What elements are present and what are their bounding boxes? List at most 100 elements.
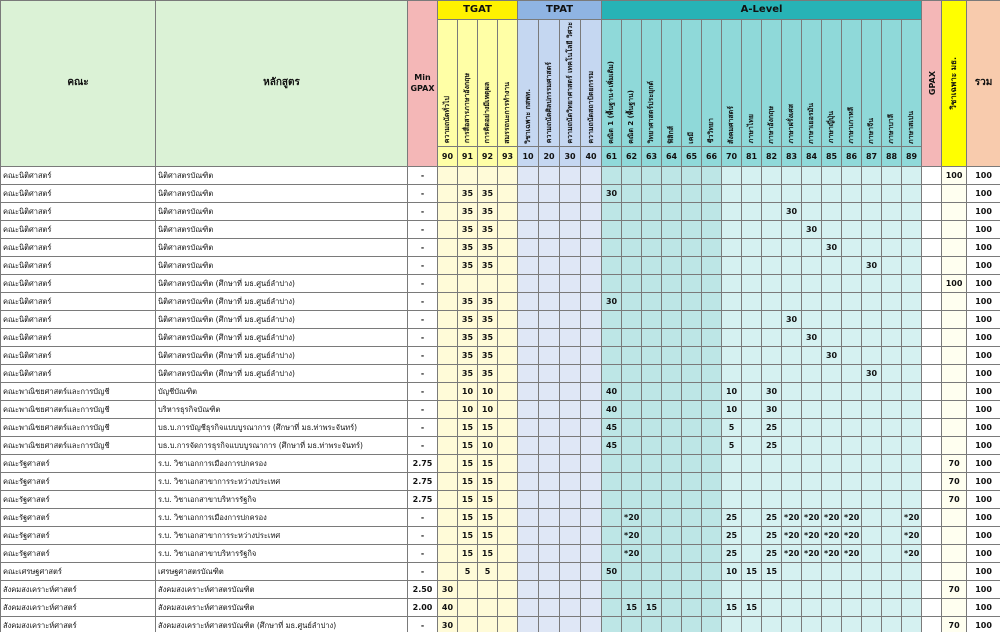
score-cell <box>661 273 683 293</box>
special-cell <box>941 219 968 239</box>
special-label: วิชาเฉพาะ มธ. <box>949 56 959 110</box>
score-cell: 15 <box>457 417 478 437</box>
score-cell <box>601 525 623 545</box>
score-cell <box>901 183 923 203</box>
total-cell: 100 <box>966 453 1000 473</box>
score-cell <box>781 183 803 203</box>
score-cell: 15 <box>457 543 478 563</box>
gpax-cell <box>921 201 943 221</box>
program-cell: ร.บ. วิชาเอกสาขาการระหว่างประเทศ <box>155 471 408 491</box>
score-cell: 35 <box>477 345 498 365</box>
score-cell <box>741 417 763 437</box>
subject-header: คณิต 1 (พื้นฐาน+เพิ่มเติม) <box>601 19 623 147</box>
min-gpax-cell: 2.75 <box>407 471 438 491</box>
program-cell: บริหารธุรกิจบัณฑิต <box>155 399 408 419</box>
score-cell <box>861 237 883 257</box>
score-cell <box>580 561 603 581</box>
score-cell: 15 <box>477 525 498 545</box>
score-cell <box>661 525 683 545</box>
score-cell <box>761 183 783 203</box>
subject-header: ฟิสิกส์ <box>661 19 683 147</box>
total-cell: 100 <box>966 417 1000 437</box>
gpax-cell <box>921 327 943 347</box>
score-cell: 30 <box>437 579 458 599</box>
score-cell <box>701 291 723 311</box>
score-cell <box>517 543 540 563</box>
score-cell <box>681 615 703 632</box>
score-cell <box>538 525 561 545</box>
score-cell <box>559 597 582 617</box>
score-cell <box>701 579 723 599</box>
score-cell <box>821 255 843 275</box>
score-cell <box>901 435 923 455</box>
min-gpax-cell: - <box>407 363 438 383</box>
score-cell <box>580 165 603 185</box>
score-cell <box>841 381 863 401</box>
score-cell <box>517 309 540 329</box>
score-cell <box>741 291 763 311</box>
score-cell <box>477 579 498 599</box>
score-cell <box>661 543 683 563</box>
score-cell <box>621 561 643 581</box>
score-cell <box>881 417 903 437</box>
score-cell <box>701 561 723 581</box>
subject-name: ความถนัดศิลปกรรมศาสตร์ <box>544 62 553 144</box>
score-cell <box>601 579 623 599</box>
score-cell <box>841 453 863 473</box>
score-cell <box>801 291 823 311</box>
min-gpax-cell: 2.00 <box>407 597 438 617</box>
score-cell <box>621 579 643 599</box>
faculty-cell: คณะนิติศาสตร์ <box>0 345 156 365</box>
score-cell <box>881 399 903 419</box>
score-cell <box>821 399 843 419</box>
score-cell <box>721 309 743 329</box>
total-cell: 100 <box>966 507 1000 527</box>
score-cell <box>841 273 863 293</box>
score-cell <box>517 327 540 347</box>
score-cell: *20 <box>801 507 823 527</box>
program-cell: ร.บ. วิชาเอกการเมืองการปกครอง <box>155 453 408 473</box>
score-cell <box>601 507 623 527</box>
faculty-cell: คณะนิติศาสตร์ <box>0 363 156 383</box>
score-cell <box>861 165 883 185</box>
score-cell <box>781 237 803 257</box>
special-header: วิชาเฉพาะ มธ. <box>941 0 968 167</box>
score-cell <box>721 363 743 383</box>
score-cell <box>661 381 683 401</box>
score-cell <box>559 381 582 401</box>
special-cell <box>941 435 968 455</box>
score-cell <box>621 237 643 257</box>
total-cell: 100 <box>966 165 1000 185</box>
score-cell <box>741 219 763 239</box>
score-cell: 10 <box>457 399 478 419</box>
program-cell: ร.บ. วิชาเอกสาขาบริหารรัฐกิจ <box>155 543 408 563</box>
score-cell <box>741 309 763 329</box>
faculty-cell: คณะนิติศาสตร์ <box>0 291 156 311</box>
score-cell <box>437 201 458 221</box>
subject-name: ความถนัดทั่วไป <box>443 96 451 144</box>
subject-code: 85 <box>821 145 843 167</box>
score-cell: *20 <box>621 507 643 527</box>
gpax-label: GPAX <box>928 71 938 96</box>
score-cell <box>437 345 458 365</box>
score-cell <box>580 201 603 221</box>
score-cell <box>538 183 561 203</box>
score-cell <box>861 399 883 419</box>
total-cell: 100 <box>966 237 1000 257</box>
score-cell: 30 <box>761 381 783 401</box>
score-cell <box>841 345 863 365</box>
subject-name: สมรรถนะการทำงาน <box>503 81 511 144</box>
score-cell <box>437 471 458 491</box>
total-cell: 100 <box>966 309 1000 329</box>
score-cell <box>781 561 803 581</box>
score-cell <box>781 489 803 509</box>
score-cell: 30 <box>801 327 823 347</box>
data-row: คณะนิติศาสตร์ นิติศาสตรบัณฑิต -35 35 30 100 <box>0 201 1000 221</box>
faculty-cell: คณะรัฐศาสตร์ <box>0 525 156 545</box>
score-cell <box>861 183 883 203</box>
score-cell: 35 <box>457 363 478 383</box>
min-gpax-cell: - <box>407 435 438 455</box>
score-cell <box>517 507 540 527</box>
score-cell <box>841 327 863 347</box>
